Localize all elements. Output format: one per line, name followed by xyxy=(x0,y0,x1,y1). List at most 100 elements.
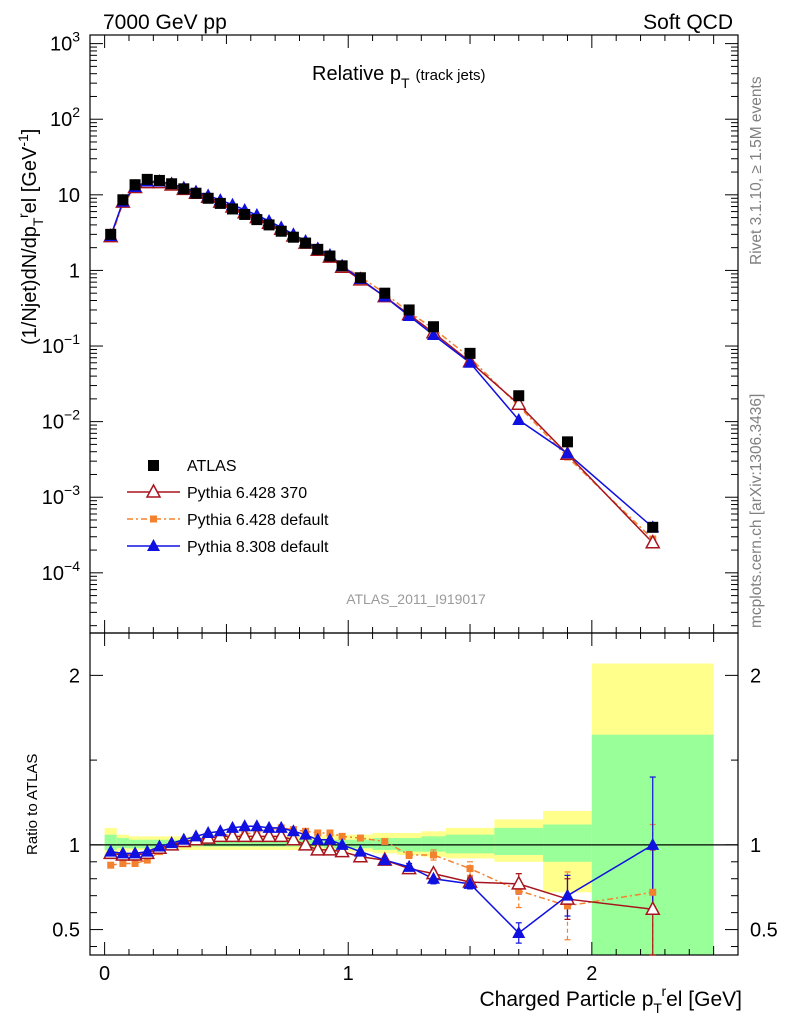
main-point-s0-24 xyxy=(464,347,476,359)
ratio-point-s1-0 xyxy=(107,861,115,869)
ratio-ytick-label-left: 0.5 xyxy=(52,920,80,942)
main-ytick-label: 1 xyxy=(69,260,80,282)
main-point-s0-2 xyxy=(129,179,141,191)
green-band-16 xyxy=(445,834,495,854)
main-point-s0-3 xyxy=(141,173,153,185)
main-ytick-label: 103 xyxy=(50,29,80,56)
ytick-mantissa: 10 xyxy=(42,412,64,434)
x-tick-label: 1 xyxy=(343,963,354,985)
main-title: Relative pT (track jets) xyxy=(312,63,486,91)
main-point-s0-8 xyxy=(202,192,214,204)
main-ytick-label: 102 xyxy=(50,104,80,131)
ratio-point-s1-21 xyxy=(381,837,389,845)
main-point-s3-25 xyxy=(512,413,526,426)
ratio-plot-frame: 0.5 0.5 1 1 2 2 0 1 2 xyxy=(52,632,778,985)
ylabel-part-2: el [GeV xyxy=(19,146,41,213)
ytick-exponent: −3 xyxy=(64,482,80,498)
ratio-point-s1-25 xyxy=(515,887,523,895)
ratio-point-s2-5 xyxy=(165,836,179,849)
xlabel-sub-t: T xyxy=(653,1000,662,1016)
main-ytick-label: 10−3 xyxy=(42,482,80,509)
main-point-s3-24 xyxy=(463,355,477,368)
header-right: Soft QCD xyxy=(643,11,733,34)
main-point-s1-27 xyxy=(644,534,661,549)
main-point-s0-19 xyxy=(336,260,348,272)
ratio-uncertainty-bands xyxy=(104,663,714,955)
ytick-mantissa: 10 xyxy=(50,109,72,131)
ytick-exponent: 2 xyxy=(72,104,80,120)
main-point-s0-5 xyxy=(166,178,178,190)
ratio-point-s1-26 xyxy=(563,902,571,910)
main-point-s0-15 xyxy=(287,231,299,243)
ratio-point-s2-14 xyxy=(274,820,288,833)
legend-marker-py6-default xyxy=(150,515,157,523)
main-point-s3-26 xyxy=(560,446,574,459)
ratio-y-axis-label: Ratio to ATLAS xyxy=(24,754,41,855)
main-y-axis-label: (1/Njet)dN/dpTrel [GeV-1] xyxy=(15,129,46,345)
main-ytick-label: 10−2 xyxy=(42,407,80,434)
ytick-exponent: −4 xyxy=(64,558,80,574)
ratio-point-s2-27 xyxy=(646,837,660,850)
ratio-ytick-label-right: 0.5 xyxy=(750,920,778,942)
legend-label-py6-default: Pythia 6.428 default xyxy=(187,512,329,529)
ratio-point-s2-24 xyxy=(463,876,477,889)
ratio-point-s1-3 xyxy=(143,856,151,864)
main-ytick-label: 10−1 xyxy=(42,331,80,358)
ratio-point-s2-9 xyxy=(213,824,227,837)
ratio-point-s0-13 xyxy=(261,827,277,843)
green-band-7 xyxy=(226,839,251,847)
ratio-series-line-2 xyxy=(110,825,654,934)
main-point-s0-14 xyxy=(275,225,287,237)
header-left: 7000 GeV pp xyxy=(103,11,227,34)
ratio-series-line-0 xyxy=(110,835,653,910)
ratio-point-s2-20 xyxy=(353,844,367,857)
ytick-mantissa: 10 xyxy=(42,563,64,585)
ratio-frame-border xyxy=(89,632,739,956)
ratio-point-s2-3 xyxy=(140,844,154,857)
ratio-point-s2-19 xyxy=(335,837,349,850)
ylabel-sup-r: r xyxy=(15,213,31,218)
main-point-s0-16 xyxy=(300,237,312,249)
ytick-mantissa: 10 xyxy=(58,185,80,207)
ratio-point-s0-16 xyxy=(297,836,314,851)
ylabel-sub-t: T xyxy=(30,217,46,226)
ratio-point-s2-10 xyxy=(226,820,240,833)
main-point-s0-6 xyxy=(178,183,190,195)
ratio-point-s0-17 xyxy=(310,841,326,856)
xlabel-part-1: Charged Particle p xyxy=(479,988,653,1011)
ratio-point-s2-13 xyxy=(262,820,276,833)
ratio-point-s2-0 xyxy=(104,844,118,857)
main-point-s3-23 xyxy=(426,327,440,340)
side-label-bottom: mcplots.cern.ch [arXiv:1306.3436] xyxy=(748,394,765,628)
ylabel-part-1: (1/Njet)dN/dp xyxy=(19,226,41,345)
ratio-ytick-label-right: 1 xyxy=(750,835,761,857)
legend-marker-py8-default xyxy=(147,539,160,551)
ratio-point-s1-2 xyxy=(131,859,139,867)
ratio-ytick-label-right: 2 xyxy=(750,665,761,687)
analysis-id: ATLAS_2011_I919017 xyxy=(346,591,486,607)
xlabel-sup-r: r xyxy=(661,983,666,999)
green-band-17 xyxy=(494,827,544,856)
green-band-4 xyxy=(153,839,178,849)
main-point-s0-21 xyxy=(379,287,391,299)
main-point-s0-25 xyxy=(513,390,525,402)
ratio-point-s0-10 xyxy=(224,827,241,843)
green-band-1 xyxy=(116,838,129,849)
ratio-point-s2-26 xyxy=(560,888,574,901)
legend-marker-atlas xyxy=(148,460,159,471)
ratio-point-s2-22 xyxy=(402,859,416,872)
main-point-s0-7 xyxy=(190,187,202,199)
green-band-15 xyxy=(421,836,446,852)
ratio-point-s2-6 xyxy=(177,832,191,845)
ytick-exponent: −2 xyxy=(64,407,80,423)
main-point-s0-27 xyxy=(647,521,659,533)
ratio-point-s0-12 xyxy=(249,827,265,843)
main-point-s0-0 xyxy=(105,228,117,240)
ratio-point-s2-8 xyxy=(201,825,215,838)
ratio-point-s0-15 xyxy=(285,831,302,846)
ratio-point-s1-27 xyxy=(649,888,657,896)
main-title-paren: (track jets) xyxy=(416,67,486,84)
ratio-ytick-label-left: 1 xyxy=(69,835,80,857)
x-tick-label: 0 xyxy=(99,963,110,985)
ylabel-part-3: ] xyxy=(19,129,41,135)
